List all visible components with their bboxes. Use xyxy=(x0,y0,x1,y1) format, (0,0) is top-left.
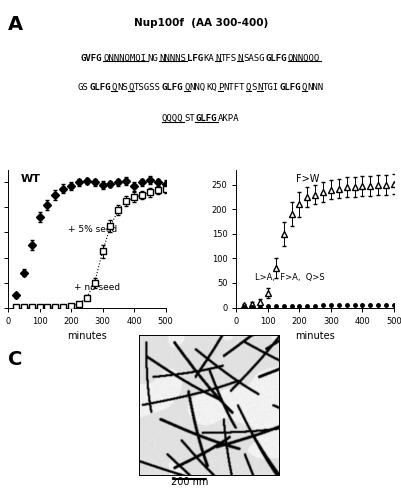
Text: GLFG: GLFG xyxy=(279,83,300,92)
Text: Q: Q xyxy=(301,83,306,92)
Text: QQQQ: QQQQ xyxy=(162,114,183,123)
Text: NNNNS: NNNNS xyxy=(159,54,185,62)
Text: 200 nm: 200 nm xyxy=(170,477,208,487)
Text: GS: GS xyxy=(78,83,89,92)
Text: NNN: NNN xyxy=(306,83,323,92)
Text: N: N xyxy=(237,54,242,62)
Text: TGI: TGI xyxy=(262,83,278,92)
Text: KA: KA xyxy=(203,54,214,62)
Text: + 5% seed: + 5% seed xyxy=(68,225,117,234)
X-axis label: minutes: minutes xyxy=(295,331,334,341)
Text: NS: NS xyxy=(117,83,128,92)
Text: LFG: LFG xyxy=(186,54,203,62)
Text: GVFG: GVFG xyxy=(81,54,102,62)
Text: N: N xyxy=(256,83,262,92)
Text: SASG: SASG xyxy=(242,54,264,62)
Text: N: N xyxy=(215,54,220,62)
Text: NTFT: NTFT xyxy=(223,83,244,92)
Text: WT: WT xyxy=(20,174,41,184)
Text: QNNNQMQI: QNNNQMQI xyxy=(103,54,146,62)
Text: Q: Q xyxy=(184,83,189,92)
Text: NNQ: NNQ xyxy=(189,83,205,92)
Text: NG: NG xyxy=(148,54,158,62)
Text: P: P xyxy=(217,83,223,92)
Text: S: S xyxy=(251,83,256,92)
Text: L>A,  F>A,  Q>S: L>A, F>A, Q>S xyxy=(255,273,324,282)
Text: GLFG: GLFG xyxy=(162,83,183,92)
Text: GLFG: GLFG xyxy=(89,83,110,92)
Text: KQ: KQ xyxy=(206,83,217,92)
Text: C: C xyxy=(8,350,22,368)
Text: ST: ST xyxy=(184,114,194,123)
Text: TSGSS: TSGSS xyxy=(134,83,160,92)
Text: QNNQQQ: QNNQQQ xyxy=(287,54,319,62)
Text: A: A xyxy=(8,15,23,34)
Text: GLFG: GLFG xyxy=(195,114,217,123)
X-axis label: minutes: minutes xyxy=(67,331,106,341)
Text: AKPA: AKPA xyxy=(217,114,239,123)
Text: + no seed: + no seed xyxy=(74,283,120,292)
Text: Q: Q xyxy=(111,83,117,92)
Text: Nup100f: Nup100f xyxy=(174,350,227,360)
Text: F>W: F>W xyxy=(296,174,319,184)
Text: TFS: TFS xyxy=(220,54,236,62)
Text: GLFG: GLFG xyxy=(265,54,286,62)
Text: Q: Q xyxy=(128,83,133,92)
Text: Nup100f  (AA 300-400): Nup100f (AA 300-400) xyxy=(134,18,267,28)
Text: Q: Q xyxy=(245,83,251,92)
